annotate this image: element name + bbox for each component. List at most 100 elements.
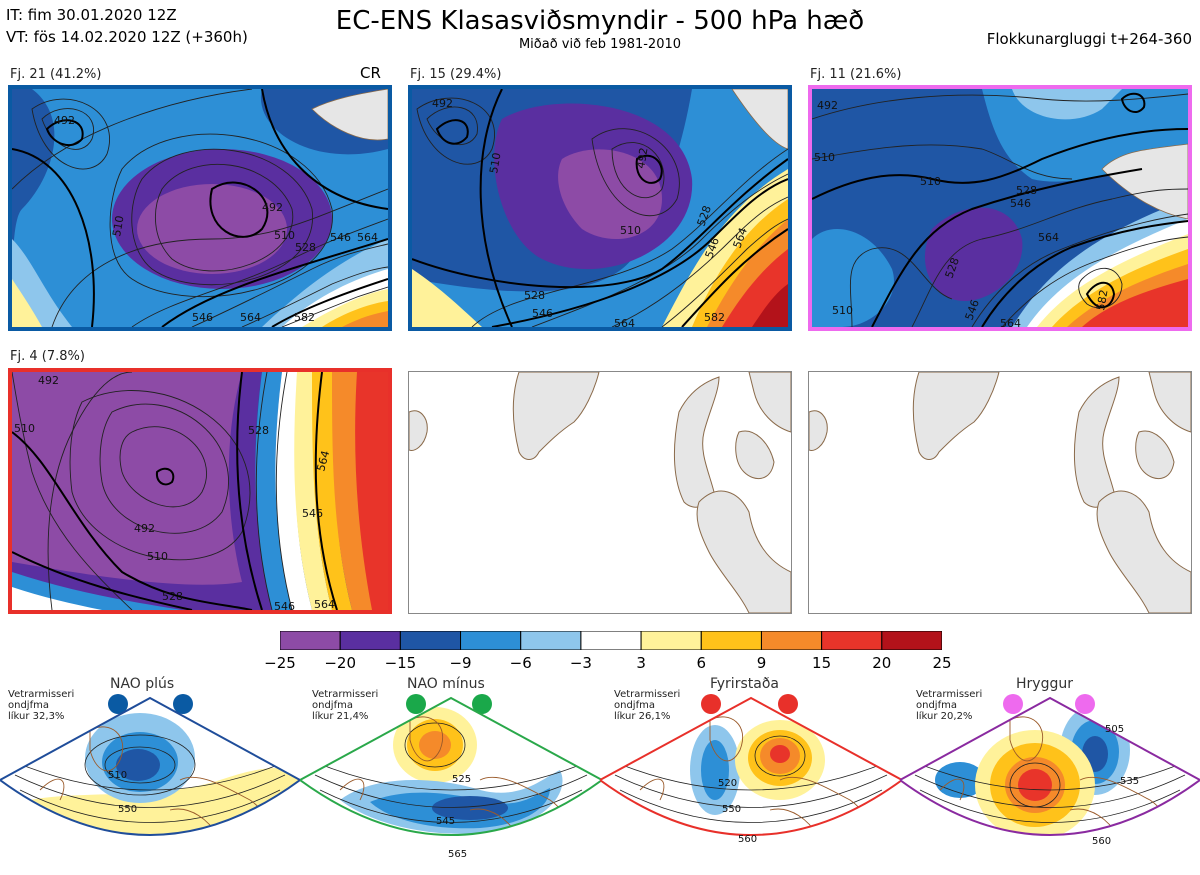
colorbar-tick-label: −6 xyxy=(509,654,532,672)
regime-1-probability: líkur 32,3% xyxy=(8,711,65,722)
panel-1-label: Fj. 21 (41.2%) xyxy=(10,67,102,82)
colorbar-swatch xyxy=(460,630,522,651)
regime-map-3: 520 550 560 xyxy=(598,690,904,871)
contour-label: 510 xyxy=(274,229,295,242)
colorbar-tick-label: −3 xyxy=(569,654,592,672)
regime-1-info: Vetrarmisseri ondjfma líkur 32,3% xyxy=(8,689,74,722)
contour-label: 564 xyxy=(1038,231,1059,244)
regime-map-2-svg: 525 545 565 xyxy=(298,696,604,860)
cluster-map-4-svg: 492 492 510 510 528 528 546 564 546 564 xyxy=(12,372,388,610)
empty-map-6 xyxy=(808,371,1192,614)
colorbar-swatch xyxy=(640,630,702,651)
contour-label: 528 xyxy=(162,590,183,603)
panel-2-label: Fj. 15 (29.4%) xyxy=(410,67,502,82)
colorbar-ticks: −25 −20 −15 −9 −6 −3 3 6 9 15 20 25 xyxy=(0,654,1200,674)
contour-label: 528 xyxy=(1016,184,1037,197)
regime-4-contour-labels: 505 535 560 xyxy=(1092,724,1139,847)
regime-map-3-svg: 520 550 560 xyxy=(598,696,904,845)
colorbar-tick-label: 20 xyxy=(872,654,892,672)
regime-map-4: 505 535 560 xyxy=(898,690,1200,871)
classification-window: Flokkunargluggi t+264-360 xyxy=(986,30,1192,48)
contour-label: 528 xyxy=(524,289,545,302)
contour-label: 550 xyxy=(722,804,741,815)
empty-map-5-svg xyxy=(409,372,791,613)
contour-label: 505 xyxy=(1105,724,1124,735)
regime-4-info: Vetrarmisseri ondjfma líkur 20,2% xyxy=(916,689,982,722)
panel-3-label: Fj. 11 (21.6%) xyxy=(810,67,902,82)
colorbar-tick-label: 25 xyxy=(932,654,952,672)
contour-label: 582 xyxy=(704,311,725,324)
contour-label: 546 xyxy=(274,600,295,610)
regime-1-dot-b xyxy=(173,694,193,714)
colorbar-swatch xyxy=(821,630,883,651)
contour-label: 520 xyxy=(718,778,737,789)
contour-label: 510 xyxy=(920,175,941,188)
contour-label: 510 xyxy=(147,550,168,563)
regime-map-4-svg: 505 535 560 xyxy=(898,696,1200,847)
colorbar-tick-label: 3 xyxy=(636,654,646,672)
regime-3-name: Fyrirstaða xyxy=(710,676,779,692)
contour-label: 550 xyxy=(118,804,137,815)
cluster-map-4: 492 492 510 510 528 528 546 564 546 564 xyxy=(8,368,392,614)
regime-1-season: Vetrarmisseri xyxy=(8,689,75,700)
page-title: EC-ENS Klasasviðsmyndir - 500 hPa hæð xyxy=(335,6,865,36)
contour-label: 510 xyxy=(110,215,126,238)
contour-label: 560 xyxy=(1092,836,1111,847)
empty-map-5 xyxy=(408,371,792,614)
regime-3-dot-b xyxy=(778,694,798,714)
regime-1-dot-a xyxy=(108,694,128,714)
contour-label: 535 xyxy=(1120,776,1139,787)
regime-2-contour-labels: 525 545 565 xyxy=(436,774,471,860)
contour-label: 546 xyxy=(302,507,323,520)
regime-4-name: Hryggur xyxy=(1016,676,1073,692)
cluster-map-3-svg: 492 510 510 528 546 564 528 546 582 510 … xyxy=(812,89,1188,327)
regime-2-dot-b xyxy=(472,694,492,714)
contour-label: 492 xyxy=(432,97,453,110)
regime-4-dot-a xyxy=(1003,694,1023,714)
empty-map-6-svg xyxy=(809,372,1191,613)
regime-4-probability: líkur 20,2% xyxy=(916,711,973,722)
contour-label: 492 xyxy=(38,374,59,387)
contour-label: 510 xyxy=(814,151,835,164)
colorbar-swatch xyxy=(700,630,762,651)
regime-4-months: ondjfma xyxy=(916,700,957,711)
colorbar-tick-label: −9 xyxy=(449,654,472,672)
regime-3-contour-labels: 520 550 560 xyxy=(718,778,757,845)
page-subtitle: Miðað við feb 1981-2010 xyxy=(518,37,682,52)
contour-label: 564 xyxy=(357,231,378,244)
contour-label: 510 xyxy=(832,304,853,317)
contour-label: 546 xyxy=(192,311,213,324)
colorbar-tick-label: 9 xyxy=(756,654,767,672)
contour-label: 492 xyxy=(634,147,650,170)
panel-1-tag: CR xyxy=(360,64,381,82)
contour-label: 545 xyxy=(436,816,455,827)
regime-4-season: Vetrarmisseri xyxy=(916,689,983,700)
regime-2-info: Vetrarmisseri ondjfma líkur 21,4% xyxy=(312,689,378,722)
contour-label: 582 xyxy=(294,311,315,324)
cluster-map-3: 492 510 510 528 546 564 528 546 582 510 … xyxy=(808,85,1192,331)
panel-4-contour-labels: 492 492 510 510 528 528 546 564 546 564 xyxy=(14,374,335,610)
regime-map-1-svg: 510 550 xyxy=(0,696,302,836)
contour-label: 510 xyxy=(620,224,641,237)
colorbar-swatch xyxy=(760,630,823,651)
colorbar-tick-label: −25 xyxy=(264,654,296,672)
colorbar-tick-label: 15 xyxy=(812,654,832,672)
cluster-map-2: 492 492 510 510 528 528 546 546 564 564 … xyxy=(408,85,792,331)
contour-label: 492 xyxy=(262,201,283,214)
panel-4-label: Fj. 4 (7.8%) xyxy=(10,349,85,364)
contour-label: 510 xyxy=(487,152,503,175)
colorbar-tick-label: −15 xyxy=(384,654,417,672)
regime-3-season: Vetrarmisseri xyxy=(614,689,681,700)
panel-1-contour-labels: 492 492 510 510 528 546 564 546 564 582 xyxy=(54,114,378,324)
regime-3-info: Vetrarmisseri ondjfma líkur 26,1% xyxy=(614,689,680,722)
contour-label: 564 xyxy=(614,317,635,327)
regime-2-dot-a xyxy=(406,694,426,714)
cluster-map-1-svg: 492 492 510 510 528 546 564 546 564 582 xyxy=(12,89,388,327)
colorbar-swatch xyxy=(339,630,401,651)
regime-map-1: 510 550 xyxy=(0,690,302,871)
contour-label: 528 xyxy=(295,241,316,254)
contour-label: 510 xyxy=(14,422,35,435)
regime-map-2: 525 545 565 xyxy=(298,690,604,871)
regime-1-name: NAO plús xyxy=(110,676,175,692)
colorbar-swatch xyxy=(580,630,642,651)
